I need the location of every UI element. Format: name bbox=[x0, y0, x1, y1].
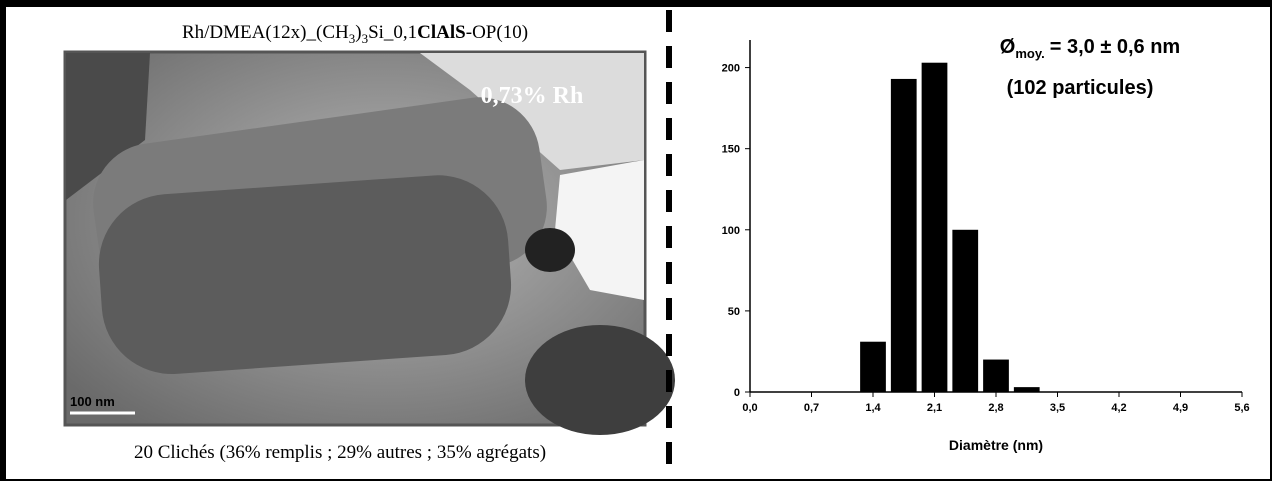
bar bbox=[1013, 387, 1040, 392]
y-tick-label: 50 bbox=[728, 306, 740, 318]
y-tick-label: 0 bbox=[734, 387, 740, 399]
particle bbox=[98, 175, 512, 375]
dark-region bbox=[66, 53, 150, 200]
dark-region bbox=[525, 325, 675, 435]
tem-image: 0,73% Rh 100 nm bbox=[63, 50, 675, 435]
y-tick-label: 200 bbox=[722, 63, 740, 75]
x-tick-label: 3,5 bbox=[1050, 402, 1065, 414]
scale-bar-label: 100 nm bbox=[70, 394, 115, 409]
bar bbox=[890, 78, 917, 392]
x-tick-label: 5,6 bbox=[1234, 402, 1249, 414]
bar bbox=[983, 359, 1009, 392]
x-axis-label: Diamètre (nm) bbox=[949, 437, 1043, 453]
left-border bbox=[0, 0, 6, 481]
aggregate bbox=[525, 228, 575, 272]
x-tick-label: 0,7 bbox=[804, 402, 819, 414]
bar bbox=[952, 229, 979, 392]
light-region bbox=[420, 53, 644, 170]
x-tick-label: 2,1 bbox=[927, 402, 942, 414]
caption: 20 Clichés (36% remplis ; 29% autres ; 3… bbox=[134, 442, 546, 463]
panel-title: Rh/DMEA(12x)_(CH3)3Si_0,1ClAlS-OP(10) bbox=[182, 22, 528, 46]
y-tick-label: 150 bbox=[722, 144, 740, 156]
bar bbox=[921, 62, 948, 392]
x-tick-label: 0,0 bbox=[742, 402, 757, 414]
y-tick-label: 100 bbox=[722, 225, 740, 237]
x-tick-label: 2,8 bbox=[988, 402, 1003, 414]
rh-label: 0,73% Rh bbox=[481, 83, 584, 109]
bar bbox=[860, 341, 886, 392]
top-border bbox=[0, 0, 1272, 7]
light-region bbox=[555, 160, 644, 300]
mean-annotation: Ømoy. = 3,0 ± 0,6 nm bbox=[1000, 36, 1180, 61]
x-tick-label: 4,9 bbox=[1173, 402, 1188, 414]
count-annotation: (102 particules) bbox=[1007, 77, 1154, 99]
x-tick-label: 1,4 bbox=[865, 402, 881, 414]
x-tick-label: 4,2 bbox=[1111, 402, 1126, 414]
